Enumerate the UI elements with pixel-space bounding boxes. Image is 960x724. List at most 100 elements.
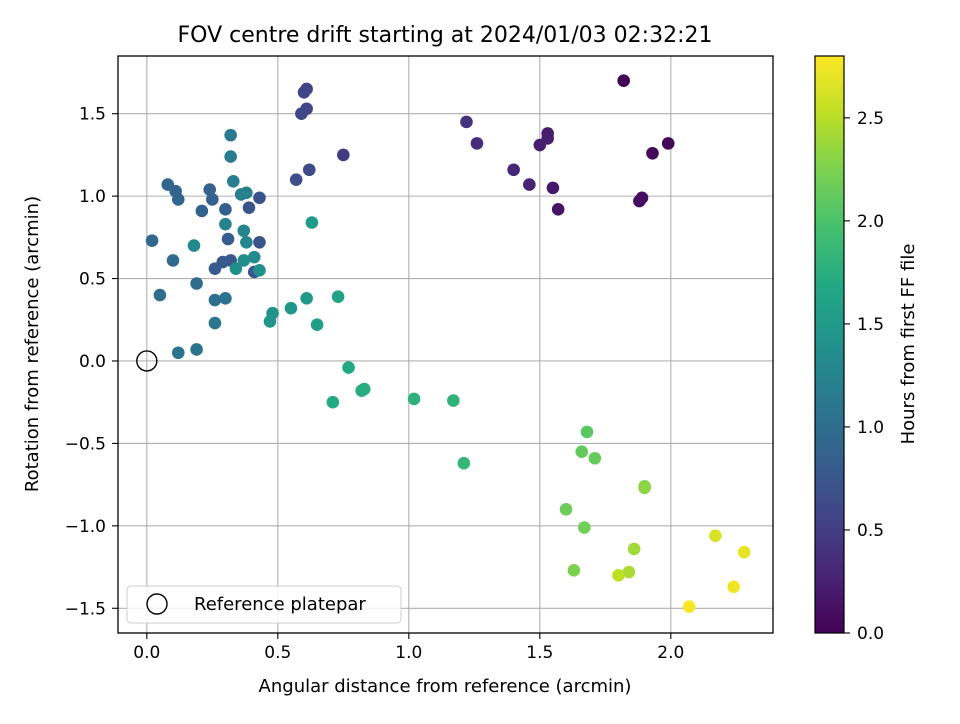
grid xyxy=(118,56,773,633)
data-point xyxy=(559,503,573,516)
data-point xyxy=(242,201,256,214)
data-point xyxy=(208,262,222,275)
colorbar-tick-label: 1.0 xyxy=(857,418,884,438)
data-point xyxy=(447,394,460,407)
data-point xyxy=(523,178,536,191)
colorbar-tick-label: 0.5 xyxy=(857,521,884,541)
data-point xyxy=(326,395,340,409)
data-point xyxy=(206,193,219,206)
colorbar-tick-label: 2.0 xyxy=(857,212,884,232)
y-tick-label: −1.5 xyxy=(65,599,106,619)
data-point xyxy=(224,128,237,142)
data-point xyxy=(171,193,185,206)
data-point xyxy=(195,204,209,218)
data-point xyxy=(575,445,589,458)
data-point xyxy=(612,569,625,582)
data-point xyxy=(284,301,298,315)
data-point xyxy=(166,254,180,267)
data-point xyxy=(190,343,203,356)
x-axis-ticks: 0.0 0.5 1.0 1.5 2.0 xyxy=(133,633,684,663)
data-point xyxy=(470,137,484,150)
data-point xyxy=(253,191,266,205)
data-point xyxy=(224,150,237,163)
x-tick-label: 2.0 xyxy=(657,643,684,663)
data-point xyxy=(627,542,641,556)
data-point xyxy=(302,163,316,177)
data-point xyxy=(253,264,266,277)
data-point xyxy=(622,565,636,579)
x-axis-label: Angular distance from reference (arcmin) xyxy=(259,676,632,697)
data-point xyxy=(578,521,591,534)
data-point xyxy=(617,74,630,88)
x-tick-label: 1.5 xyxy=(526,643,553,663)
chart-title: FOV centre drift starting at 2024/01/03 … xyxy=(178,23,713,48)
colorbar-gradient xyxy=(814,55,845,634)
colorbar-label: Hours from first FF file xyxy=(898,244,919,445)
data-point xyxy=(237,224,251,238)
data-point xyxy=(457,456,471,470)
data-point xyxy=(460,115,473,129)
data-point xyxy=(219,203,232,216)
data-point xyxy=(727,580,740,594)
x-tick-label: 1.0 xyxy=(395,643,422,663)
plot-frame xyxy=(117,55,774,634)
data-points xyxy=(136,74,751,613)
data-point xyxy=(208,316,222,330)
data-point xyxy=(300,292,313,305)
data-point xyxy=(580,425,594,439)
data-point xyxy=(337,148,350,162)
data-point xyxy=(567,564,581,577)
data-point xyxy=(240,235,253,249)
data-point xyxy=(161,178,175,191)
data-point xyxy=(661,137,675,150)
data-point xyxy=(297,85,311,99)
data-point xyxy=(237,254,251,267)
x-tick-label: 0.0 xyxy=(133,643,160,663)
data-point xyxy=(153,288,167,302)
data-point xyxy=(588,451,602,465)
data-point xyxy=(190,277,203,290)
data-point xyxy=(240,186,253,200)
data-point xyxy=(546,181,560,195)
data-point xyxy=(219,292,232,305)
legend-marker-reference xyxy=(146,593,168,615)
y-tick-label: 1.5 xyxy=(79,105,106,125)
reference-point-marker xyxy=(136,350,158,372)
data-point xyxy=(203,183,216,196)
legend: Reference platepar xyxy=(126,585,402,624)
data-point xyxy=(682,600,696,613)
data-point xyxy=(208,293,222,307)
data-point xyxy=(638,481,651,495)
data-point xyxy=(407,392,421,406)
y-tick-label: 0.0 xyxy=(79,352,106,372)
data-point xyxy=(357,382,371,396)
data-point xyxy=(145,234,159,247)
data-point xyxy=(507,163,520,177)
data-point xyxy=(171,346,185,360)
data-point xyxy=(551,203,565,216)
data-point xyxy=(737,545,751,559)
data-point xyxy=(305,216,319,229)
legend-label-reference: Reference platepar xyxy=(194,594,366,615)
data-point xyxy=(263,315,277,328)
data-point xyxy=(533,138,547,152)
data-point xyxy=(253,235,266,249)
legend-box xyxy=(126,585,402,624)
y-axis-ticks: −1.5 −1.0 −0.5 0.0 0.5 1.0 1.5 xyxy=(65,105,118,619)
data-point xyxy=(331,290,345,303)
data-point xyxy=(289,173,303,186)
data-point xyxy=(709,529,722,543)
colorbar-ticks: 0.0 0.5 1.0 1.5 2.0 2.5 xyxy=(844,109,884,644)
colorbar: 0.0 0.5 1.0 1.5 2.0 2.5 Hours from first FF f… xyxy=(814,55,919,644)
data-point xyxy=(247,250,261,264)
y-tick-label: 1.0 xyxy=(79,187,106,207)
data-point xyxy=(229,262,243,275)
colorbar-tick-label: 2.5 xyxy=(857,109,884,129)
y-tick-label: −0.5 xyxy=(65,434,106,454)
x-tick-label: 0.5 xyxy=(264,643,291,663)
data-point xyxy=(310,318,324,332)
data-point xyxy=(342,361,355,374)
colorbar-tick-label: 0.0 xyxy=(857,624,884,644)
